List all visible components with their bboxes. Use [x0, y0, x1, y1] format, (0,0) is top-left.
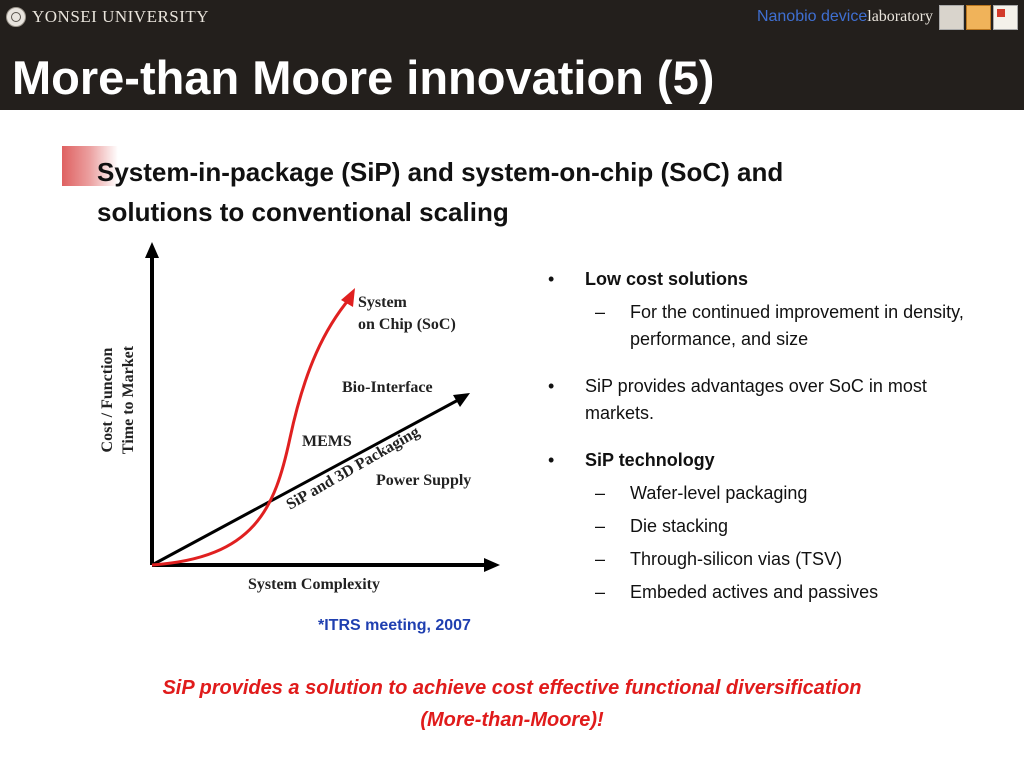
soc-curve-arrowhead — [341, 288, 355, 307]
sip-line-arrowhead — [453, 393, 470, 407]
bullet-dot-icon: • — [548, 450, 555, 470]
lab-name-part-2: laboratory — [867, 8, 933, 25]
bullet-low-cost: • Low cost solutions — [548, 266, 968, 293]
sub-bullet-text: Die stacking — [630, 516, 729, 536]
conclusion-line-1: SiP provides a solution to achieve cost … — [162, 677, 862, 699]
bullet-dot-icon: • — [548, 376, 555, 396]
university-name: YONSEI UNIVERSITY — [32, 7, 210, 26]
header-bar: YONSEI UNIVERSITY Nanobio device laborat… — [0, 0, 1024, 110]
sub-bullet: – For the continued improvement in densi… — [548, 299, 968, 353]
sub-bullet: – Wafer-level packaging — [548, 480, 968, 507]
soc-label-line-2: on Chip (SoC) — [358, 316, 456, 333]
sub-bullet: – Through-silicon vias (TSV) — [548, 546, 968, 573]
sub-bullet-text: Embeded actives and passives — [630, 582, 879, 602]
bullet-sip-technology: • SiP technology — [548, 447, 968, 474]
slide-title: More-than Moore innovation (5) — [12, 51, 715, 104]
lab-logo-icon — [939, 4, 964, 30]
source-footnote: *ITRS meeting, 2007 — [318, 617, 471, 634]
lab-photo-icon — [966, 4, 991, 30]
dash-icon: – — [595, 549, 606, 569]
bullet-sip-advantage: • SiP provides advantages over SoC in mo… — [548, 373, 968, 427]
bio-interface-label: Bio-Interface — [342, 379, 433, 396]
bullet-text: SiP technology — [585, 450, 715, 470]
dash-icon: – — [595, 302, 606, 322]
bullet-list: • Low cost solutions – For the continued… — [548, 266, 968, 606]
y-axis-arrowhead — [145, 242, 159, 258]
sub-bullet: – Embeded actives and passives — [548, 579, 968, 606]
lab-name-part-1: Nanobio device — [756, 8, 868, 25]
x-axis-label: System Complexity — [248, 576, 380, 593]
sub-bullet: – Die stacking — [548, 513, 968, 540]
mems-label: MEMS — [302, 433, 352, 450]
university-brand: YONSEI UNIVERSITY — [6, 5, 209, 29]
bullet-text: Low cost solutions — [585, 269, 749, 289]
university-seal-icon — [6, 7, 26, 27]
y-axis-label-time: Time to Market — [120, 345, 137, 454]
bullet-dot-icon: • — [548, 269, 555, 289]
sub-bullet-text: For the continued improvement in density… — [630, 302, 964, 349]
sub-bullet-text: Wafer-level packaging — [630, 483, 808, 503]
sip-trend-line — [151, 397, 461, 567]
dash-icon: – — [595, 516, 606, 536]
conclusion-line-2: (More-than-Moore)! — [420, 709, 604, 731]
x-axis-arrowhead — [484, 558, 500, 572]
bullet-text: SiP provides advantages over SoC in most… — [585, 376, 927, 423]
slide-subtitle: System-in-package (SiP) and system-on-ch… — [97, 157, 784, 227]
dash-icon: – — [595, 483, 606, 503]
dash-icon: – — [595, 582, 606, 602]
y-axis-label-cost: Cost / Function — [99, 347, 116, 452]
subtitle-decoration — [62, 146, 118, 186]
soc-curve — [151, 297, 352, 567]
research-team-logo-icon — [993, 4, 1018, 30]
conclusion-statement: SiP provides a solution to achieve cost … — [0, 672, 1024, 736]
sub-bullet-text: Through-silicon vias (TSV) — [630, 549, 843, 569]
lab-brand: Nanobio device laboratory — [757, 3, 1018, 31]
sip-soc-diagram: Cost / Function Time to Market System Co… — [99, 242, 500, 593]
soc-label-line-1: System — [358, 294, 408, 311]
power-supply-label: Power Supply — [376, 472, 471, 489]
